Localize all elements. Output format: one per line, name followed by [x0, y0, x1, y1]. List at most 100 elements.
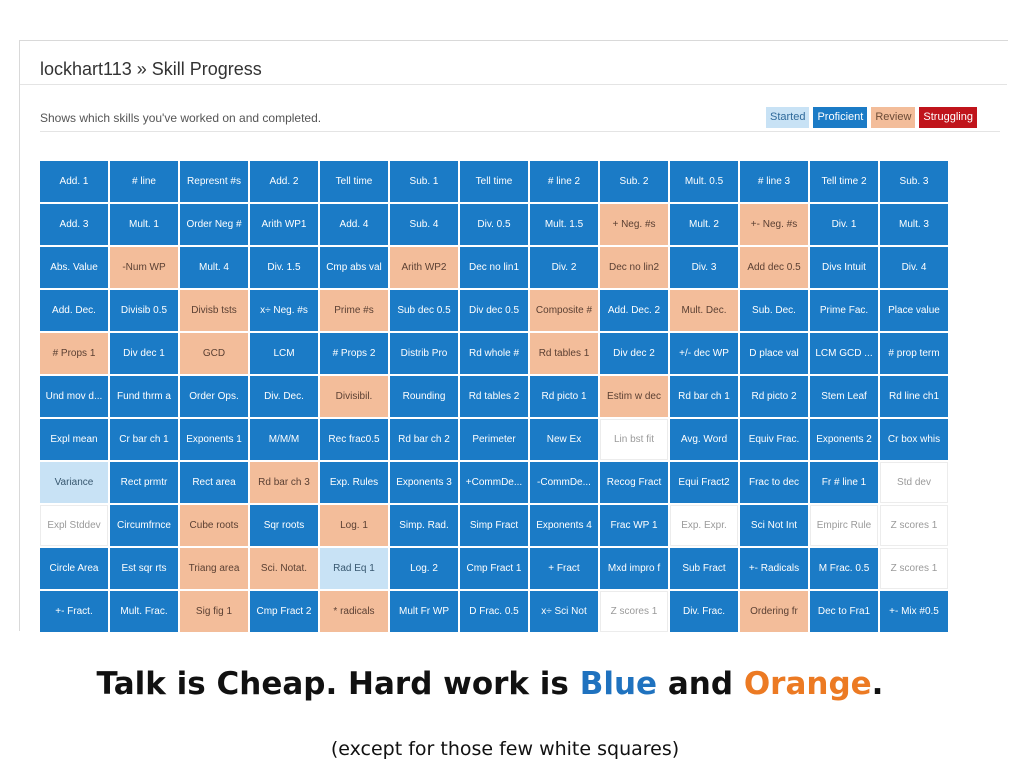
skill-tile[interactable]: Prime #s	[320, 290, 388, 331]
skill-tile[interactable]: Cmp Fract 1	[460, 548, 528, 589]
skill-tile[interactable]: # Props 1	[40, 333, 108, 374]
skill-tile[interactable]: Rect area	[180, 462, 248, 503]
skill-tile[interactable]: Log. 2	[390, 548, 458, 589]
skill-tile[interactable]: Mult. 4	[180, 247, 248, 288]
skill-tile[interactable]: Distrib Pro	[390, 333, 458, 374]
skill-tile[interactable]: Circumfrnce	[110, 505, 178, 546]
skill-tile[interactable]: +- Fract.	[40, 591, 108, 632]
skill-tile[interactable]: Place value	[880, 290, 948, 331]
skill-tile[interactable]: # line 3	[740, 161, 808, 202]
skill-tile[interactable]: Abs. Value	[40, 247, 108, 288]
skill-tile[interactable]: # line 2	[530, 161, 598, 202]
skill-tile[interactable]: Divisb tsts	[180, 290, 248, 331]
skill-tile[interactable]: Rd tables 2	[460, 376, 528, 417]
skill-tile[interactable]: Divisib 0.5	[110, 290, 178, 331]
skill-tile[interactable]: x÷ Sci Not	[530, 591, 598, 632]
skill-tile[interactable]: Rd bar ch 3	[250, 462, 318, 503]
skill-tile[interactable]: Sub. Dec.	[740, 290, 808, 331]
skill-tile[interactable]: Stem Leaf	[810, 376, 878, 417]
skill-tile[interactable]: Lin bst fit	[600, 419, 668, 460]
skill-tile[interactable]: Arith WP1	[250, 204, 318, 245]
skill-tile[interactable]: Represnt #s	[180, 161, 248, 202]
skill-tile[interactable]: Exp. Expr.	[670, 505, 738, 546]
skill-tile[interactable]: Rd picto 2	[740, 376, 808, 417]
skill-tile[interactable]: Dec no lin2	[600, 247, 668, 288]
skill-tile[interactable]: Mult. 1	[110, 204, 178, 245]
skill-tile[interactable]: Composite #	[530, 290, 598, 331]
skill-tile[interactable]: Dec no lin1	[460, 247, 528, 288]
skill-tile[interactable]: Ordering fr	[740, 591, 808, 632]
skill-tile[interactable]: Exp. Rules	[320, 462, 388, 503]
skill-tile[interactable]: Z scores 1	[880, 505, 948, 546]
skill-tile[interactable]: Add dec 0.5	[740, 247, 808, 288]
skill-tile[interactable]: Triang area	[180, 548, 248, 589]
skill-tile[interactable]: Mult. Dec.	[670, 290, 738, 331]
skill-tile[interactable]: Div. 4	[880, 247, 948, 288]
skill-tile[interactable]: Order Ops.	[180, 376, 248, 417]
skill-tile[interactable]: Sci Not Int	[740, 505, 808, 546]
skill-tile[interactable]: Sub. 2	[600, 161, 668, 202]
skill-tile[interactable]: Rad Eq 1	[320, 548, 388, 589]
skill-tile[interactable]: Tell time	[320, 161, 388, 202]
skill-tile[interactable]: M/M/M	[250, 419, 318, 460]
skill-tile[interactable]: * radicals	[320, 591, 388, 632]
skill-tile[interactable]: Div. 1	[810, 204, 878, 245]
skill-tile[interactable]: Div. Dec.	[250, 376, 318, 417]
skill-tile[interactable]: Div dec 0.5	[460, 290, 528, 331]
skill-tile[interactable]: Tell time 2	[810, 161, 878, 202]
skill-tile[interactable]: Order Neg #	[180, 204, 248, 245]
skill-tile[interactable]: Div. 1.5	[250, 247, 318, 288]
skill-tile[interactable]: Div dec 2	[600, 333, 668, 374]
skill-tile[interactable]: +- Neg. #s	[740, 204, 808, 245]
skill-tile[interactable]: Sig fig 1	[180, 591, 248, 632]
skill-tile[interactable]: + Fract	[530, 548, 598, 589]
skill-tile[interactable]: # prop term	[880, 333, 948, 374]
skill-tile[interactable]: +/- dec WP	[670, 333, 738, 374]
skill-tile[interactable]: Div. 2	[530, 247, 598, 288]
skill-tile[interactable]: Div. 3	[670, 247, 738, 288]
skill-tile[interactable]: Add. 1	[40, 161, 108, 202]
skill-tile[interactable]: Mxd impro f	[600, 548, 668, 589]
skill-tile[interactable]: -Num WP	[110, 247, 178, 288]
skill-tile[interactable]: Z scores 1	[880, 548, 948, 589]
skill-tile[interactable]: Rd tables 1	[530, 333, 598, 374]
skill-tile[interactable]: Div. 0.5	[460, 204, 528, 245]
skill-tile[interactable]: Tell time	[460, 161, 528, 202]
skill-tile[interactable]: Sub Fract	[670, 548, 738, 589]
skill-tile[interactable]: Simp Fract	[460, 505, 528, 546]
skill-tile[interactable]: Und mov d...	[40, 376, 108, 417]
skill-tile[interactable]: Sci. Notat.	[250, 548, 318, 589]
skill-tile[interactable]: x÷ Neg. #s	[250, 290, 318, 331]
skill-tile[interactable]: Cr box whis	[880, 419, 948, 460]
skill-tile[interactable]: Variance	[40, 462, 108, 503]
skill-tile[interactable]: # Props 2	[320, 333, 388, 374]
skill-tile[interactable]: Expl mean	[40, 419, 108, 460]
skill-tile[interactable]: D place val	[740, 333, 808, 374]
skill-tile[interactable]: Divisibil.	[320, 376, 388, 417]
skill-tile[interactable]: Mult. 2	[670, 204, 738, 245]
skill-tile[interactable]: Add. 4	[320, 204, 388, 245]
skill-tile[interactable]: Frac to dec	[740, 462, 808, 503]
skill-tile[interactable]: Sub. 3	[880, 161, 948, 202]
skill-tile[interactable]: M Frac. 0.5	[810, 548, 878, 589]
skill-tile[interactable]: Div dec 1	[110, 333, 178, 374]
skill-tile[interactable]: -CommDe...	[530, 462, 598, 503]
skill-tile[interactable]: Avg. Word	[670, 419, 738, 460]
skill-tile[interactable]: Exponents 1	[180, 419, 248, 460]
skill-tile[interactable]: Sqr roots	[250, 505, 318, 546]
skill-tile[interactable]: Divs Intuit	[810, 247, 878, 288]
skill-tile[interactable]: Mult. 0.5	[670, 161, 738, 202]
skill-tile[interactable]: Frac WP 1	[600, 505, 668, 546]
skill-tile[interactable]: LCM GCD ...	[810, 333, 878, 374]
skill-tile[interactable]: Perimeter	[460, 419, 528, 460]
skill-tile[interactable]: Rd bar ch 1	[670, 376, 738, 417]
skill-tile[interactable]: +- Radicals	[740, 548, 808, 589]
skill-tile[interactable]: Add. Dec.	[40, 290, 108, 331]
skill-tile[interactable]: Equi Fract2	[670, 462, 738, 503]
skill-tile[interactable]: Mult Fr WP	[390, 591, 458, 632]
skill-tile[interactable]: Exponents 2	[810, 419, 878, 460]
skill-tile[interactable]: Sub dec 0.5	[390, 290, 458, 331]
skill-tile[interactable]: Rec frac0.5	[320, 419, 388, 460]
skill-tile[interactable]: Recog Fract	[600, 462, 668, 503]
skill-tile[interactable]: Mult. Frac.	[110, 591, 178, 632]
